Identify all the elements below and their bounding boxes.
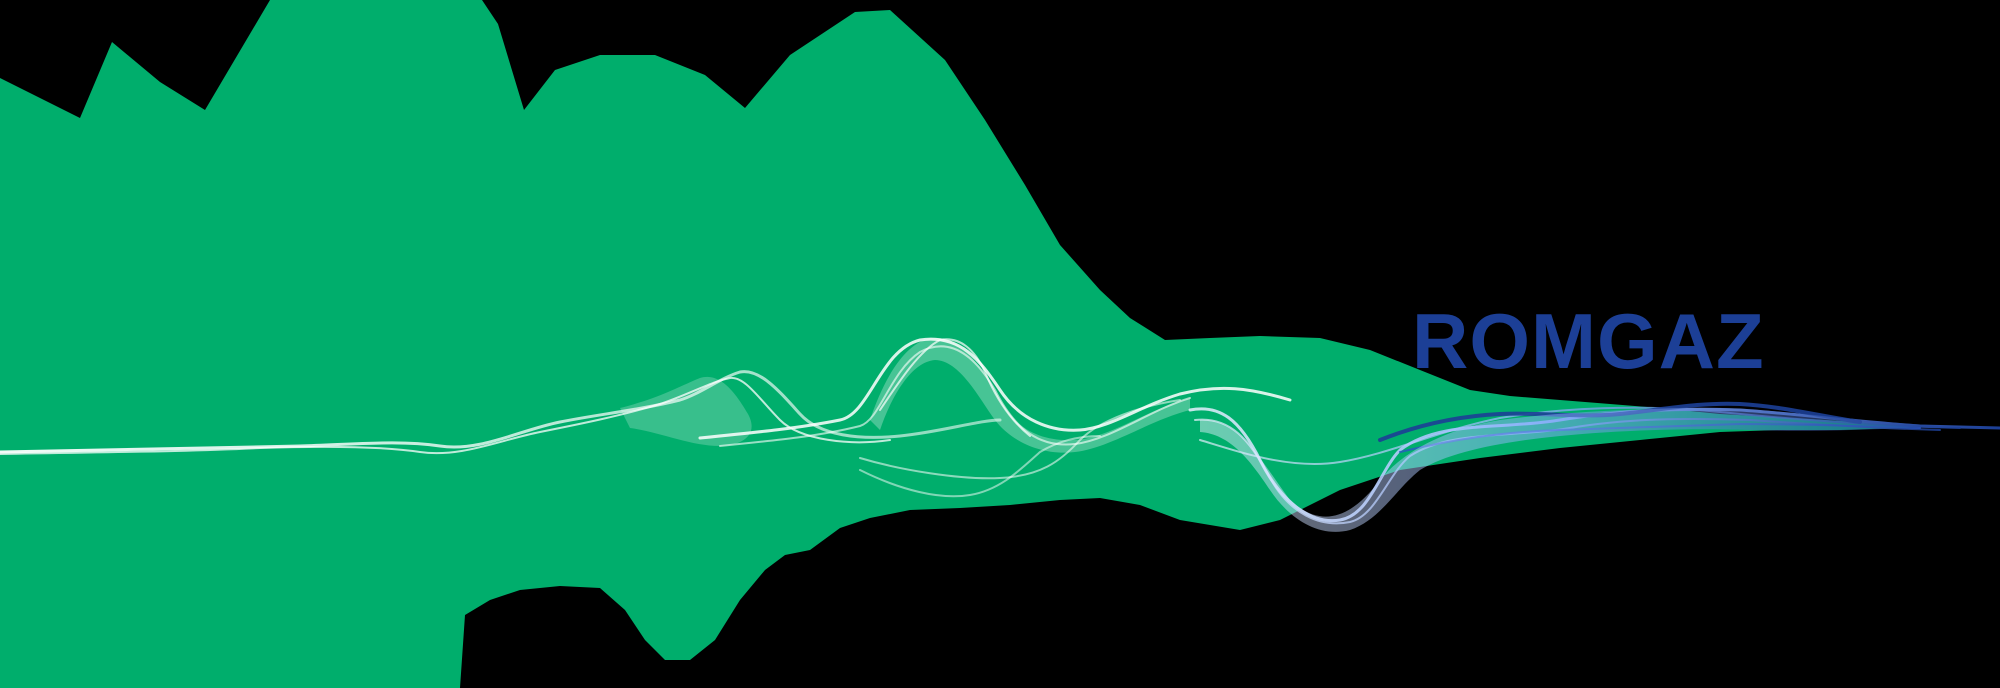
romgaz-logo-wordmark: ROMGAZ bbox=[1412, 297, 1765, 385]
green-mountain-shape bbox=[0, 0, 1945, 688]
white-wave-fill-left bbox=[620, 376, 752, 446]
white-wave-ribbons bbox=[0, 337, 1292, 498]
blue-wave-fill bbox=[1200, 407, 1940, 532]
